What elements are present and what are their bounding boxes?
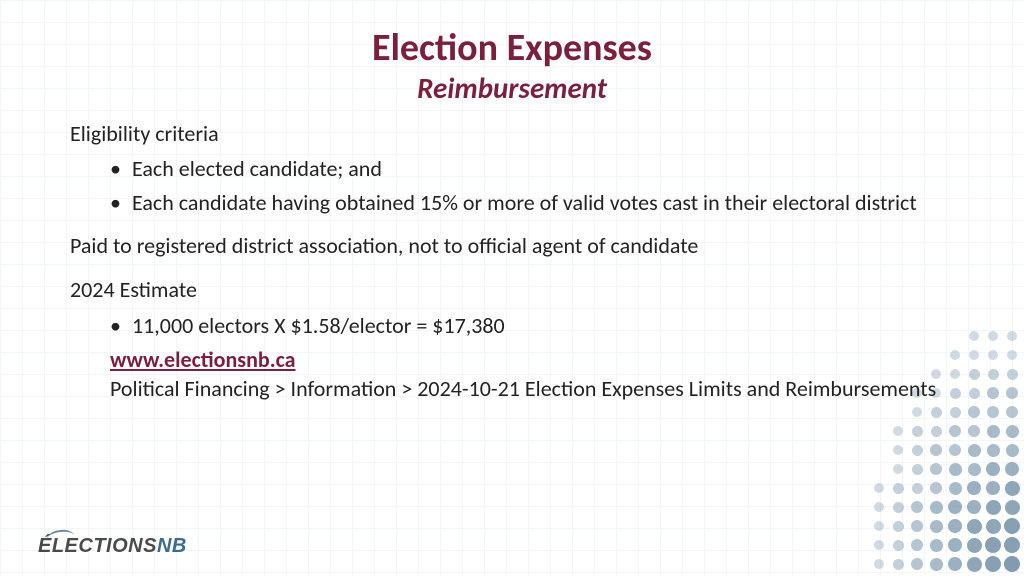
eligibility-heading: Eligibility criteria — [70, 120, 954, 149]
estimate-heading: 2024 Estimate — [70, 276, 954, 305]
estimate-bullets: 11,000 electors X $1.58/elector = $17,38… — [110, 311, 954, 341]
slide-subtitle: Reimbursement — [70, 70, 954, 106]
elections-nb-logo: ÉLECTIONSNB — [38, 535, 187, 558]
list-item: Each elected candidate; and — [110, 154, 954, 184]
list-item: 11,000 electors X $1.58/elector = $17,38… — [110, 311, 954, 341]
list-item: Each candidate having obtained 15% or mo… — [110, 188, 954, 218]
paid-to-text: Paid to registered district association,… — [70, 232, 954, 261]
logo-text-nb: NB — [157, 535, 187, 557]
slide-title: Election Expenses — [70, 28, 954, 70]
website-link[interactable]: www.electionsnb.ca — [110, 346, 296, 373]
estimate-details: www.electionsnb.ca Political Financing >… — [110, 345, 954, 404]
nav-path-text: Political Financing > Information > 2024… — [110, 375, 936, 402]
eligibility-bullets: Each elected candidate; and Each candida… — [110, 154, 954, 217]
slide-content: Election Expenses Reimbursement Eligibil… — [0, 0, 1024, 404]
